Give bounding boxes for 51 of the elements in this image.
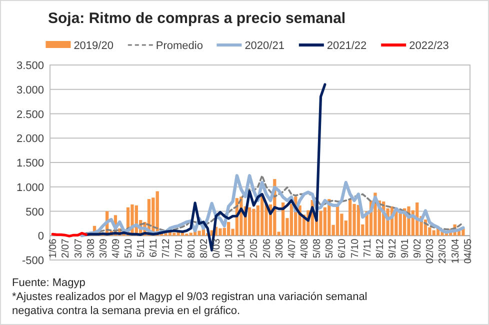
x-tick-label: 3/08 <box>86 238 97 258</box>
y-tick-label: 2.000 <box>16 133 44 146</box>
x-tick-label: 13/04 <box>450 238 462 264</box>
x-tick-label: 3/06 <box>274 238 286 258</box>
legend-label: 2019/20 <box>74 40 114 52</box>
x-tick-label: 5/09 <box>324 238 336 258</box>
y-tick-label: 1.500 <box>16 158 44 170</box>
x-tick-label: 5/08 <box>312 238 324 258</box>
x-tick-label: 3/07 <box>73 238 84 258</box>
x-tick-label: 1/04 <box>236 238 248 258</box>
x-tick-label: 6/10 <box>337 238 348 258</box>
y-tick-label: 3.000 <box>16 84 44 96</box>
legend-label: Promedio <box>156 40 203 52</box>
x-tick-label: 4/07 <box>286 238 298 258</box>
x-tick-label: 9/12 <box>387 238 398 258</box>
x-tick-label: 8/01 <box>186 238 198 258</box>
x-tick-label: 1/03 <box>224 238 236 258</box>
y-tick-label: 1.000 <box>16 182 44 194</box>
x-tick-label: 2/07 <box>60 238 72 258</box>
x-tick-label: 2/05 <box>249 238 260 258</box>
text: *Ajustes realizados por el Magyp el 9/03 registran una variación semanal negativa contra la semana previa en el gráfico. <box>12 291 368 317</box>
x-tick-label: 5/11 <box>136 238 148 258</box>
y-tick-label: 500 <box>26 206 44 218</box>
x-tick-label: 23/03 <box>438 238 449 264</box>
y-tick-label: -500 <box>22 255 44 267</box>
x-tick-label: 6/11 <box>148 238 160 258</box>
legend-label: 2020/21 <box>244 40 284 52</box>
x-tick-label: 4/09 <box>110 238 122 258</box>
chart-title: Soja: Ritmo de compras a precio semanal <box>48 10 346 27</box>
x-tick-label: 2/06 <box>262 238 273 258</box>
x-tick-label: 9/02 <box>412 238 424 258</box>
y-tick-label: 3.500 <box>16 60 44 72</box>
y-tick-label: 0 <box>38 230 44 243</box>
x-tick-label: 5/10 <box>124 238 135 258</box>
x-tick-label: 7/01 <box>174 238 185 258</box>
x-tick-label: 9/01 <box>400 238 412 258</box>
x-tick-label: 8/02 <box>198 238 210 258</box>
x-tick-label: 8/12 <box>374 238 386 258</box>
x-tick-label: 04/05 <box>462 238 474 264</box>
x-tick-label: 7/11 <box>362 238 374 258</box>
x-tick-label: 7/12 <box>161 238 172 258</box>
x-tick-label: 3/09 <box>98 238 110 258</box>
x-tick-label: 0/03 <box>212 238 223 258</box>
source-note: Fuente: Magyp <box>12 277 86 289</box>
y-tick-label: 2.500 <box>16 108 44 121</box>
x-tick-label: 02/03 <box>425 238 436 264</box>
x-tick-label: 7/10 <box>350 238 361 258</box>
x-tick-label: 4/08 <box>299 238 310 258</box>
legend-label: 2021/22 <box>326 40 367 52</box>
legend-label: 2022/23 <box>409 40 449 52</box>
x-tick-label: 1/06 <box>48 238 60 258</box>
